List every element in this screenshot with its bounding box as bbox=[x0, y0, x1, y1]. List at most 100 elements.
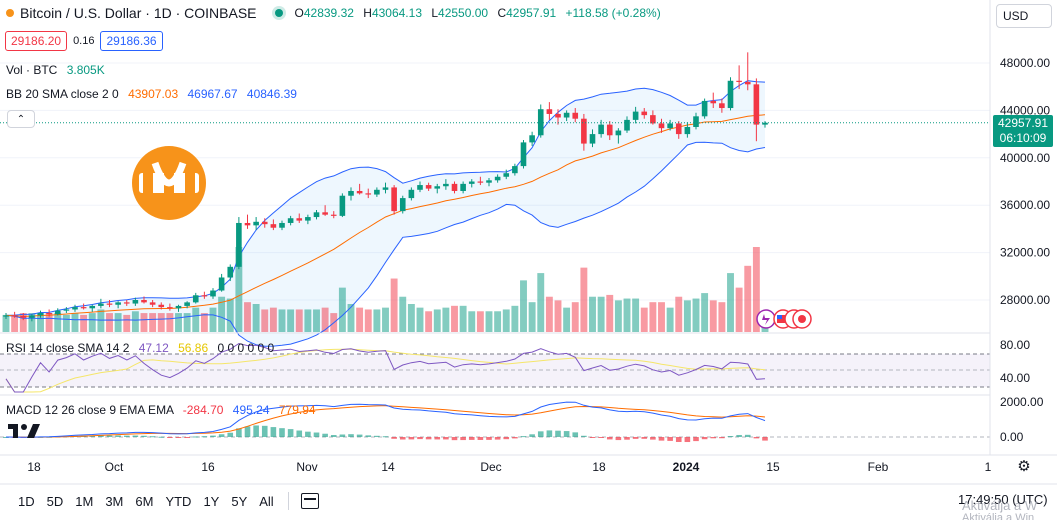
candle[interactable] bbox=[675, 121, 682, 139]
collapse-legend-button[interactable]: ⌃ bbox=[7, 110, 35, 128]
rsi-legend[interactable]: RSI 14 close SMA 14 2 47.12 56.86 0 0 0 … bbox=[6, 341, 274, 355]
symbol-header[interactable]: Bitcoin / U.S. Dollar · 1D · COINBASE O4… bbox=[6, 5, 667, 21]
candle[interactable] bbox=[270, 219, 277, 231]
candle[interactable] bbox=[736, 65, 742, 90]
candle[interactable] bbox=[158, 302, 165, 310]
candle[interactable] bbox=[451, 181, 458, 194]
utc-clock[interactable]: 17:49:50 (UTC) bbox=[958, 492, 1048, 507]
candle[interactable] bbox=[132, 297, 139, 306]
candle[interactable] bbox=[572, 108, 579, 123]
candle[interactable] bbox=[615, 128, 622, 144]
candle[interactable] bbox=[546, 102, 553, 120]
sell-price-button[interactable]: 29186.20 bbox=[5, 31, 68, 51]
candle[interactable] bbox=[115, 301, 121, 309]
candle[interactable] bbox=[443, 179, 449, 190]
candle[interactable] bbox=[460, 181, 466, 194]
candle[interactable] bbox=[54, 308, 61, 316]
candle[interactable] bbox=[149, 300, 156, 308]
candle[interactable] bbox=[72, 304, 78, 312]
candle[interactable] bbox=[667, 119, 673, 131]
candle[interactable] bbox=[555, 109, 561, 125]
timeframe-ytd[interactable]: YTD bbox=[165, 493, 192, 509]
timeframe-5d[interactable]: 5D bbox=[46, 493, 64, 509]
bollinger-legend[interactable]: BB 20 SMA close 2 0 43907.03 46967.67 40… bbox=[6, 87, 297, 101]
candle[interactable] bbox=[98, 298, 104, 309]
candle[interactable] bbox=[753, 78, 760, 142]
candle[interactable] bbox=[425, 182, 432, 191]
candle[interactable] bbox=[641, 108, 648, 119]
candle[interactable] bbox=[374, 187, 380, 197]
candle[interactable] bbox=[20, 313, 27, 321]
candle[interactable] bbox=[719, 98, 725, 113]
candle[interactable] bbox=[37, 310, 44, 318]
candle[interactable] bbox=[261, 218, 268, 228]
candle[interactable] bbox=[46, 309, 52, 317]
timeframe-1m[interactable]: 1M bbox=[75, 493, 94, 509]
candle[interactable] bbox=[408, 187, 415, 201]
symbol-title[interactable]: Bitcoin / U.S. Dollar · 1D · COINBASE bbox=[20, 5, 257, 21]
buy-price-button[interactable]: 29186.36 bbox=[100, 31, 163, 51]
candle[interactable] bbox=[192, 292, 199, 304]
candle[interactable] bbox=[29, 314, 35, 322]
candle[interactable] bbox=[339, 193, 346, 218]
candle[interactable] bbox=[296, 213, 303, 223]
event-icons[interactable] bbox=[756, 309, 812, 329]
candle[interactable] bbox=[279, 220, 285, 231]
timeframe-6m[interactable]: 6M bbox=[135, 493, 154, 509]
candle[interactable] bbox=[382, 182, 389, 194]
market-status-icon[interactable] bbox=[274, 9, 283, 17]
candle[interactable] bbox=[512, 163, 518, 176]
candle[interactable] bbox=[399, 195, 406, 214]
timeframe-3m[interactable]: 3M bbox=[105, 493, 124, 509]
candle[interactable] bbox=[632, 106, 639, 124]
candle[interactable] bbox=[244, 214, 251, 229]
candle[interactable] bbox=[581, 113, 587, 151]
currency-select[interactable]: USD bbox=[996, 4, 1052, 28]
candle[interactable] bbox=[701, 98, 708, 119]
candle[interactable] bbox=[63, 307, 70, 314]
price-axis[interactable]: 48000.00 44000.00 40000.00 36000.00 32000.00… bbox=[1000, 56, 1050, 307]
candle[interactable] bbox=[520, 140, 527, 169]
candle[interactable] bbox=[477, 176, 484, 186]
volume-legend[interactable]: Vol · BTC 3.805K bbox=[6, 63, 105, 77]
gear-icon[interactable]: ⚙ bbox=[1017, 458, 1031, 475]
chart-canvas[interactable]: 48000.00 44000.00 40000.00 36000.00 32000.00… bbox=[0, 0, 1057, 486]
candle[interactable] bbox=[650, 110, 656, 125]
candle[interactable] bbox=[744, 52, 751, 91]
candle[interactable] bbox=[365, 188, 372, 199]
candle[interactable] bbox=[693, 112, 699, 130]
candle[interactable] bbox=[529, 131, 535, 146]
candle[interactable] bbox=[762, 121, 768, 128]
candle[interactable] bbox=[606, 121, 613, 141]
candle[interactable] bbox=[727, 77, 734, 111]
candle[interactable] bbox=[468, 179, 475, 188]
candle[interactable] bbox=[503, 169, 510, 180]
candle[interactable] bbox=[106, 300, 113, 308]
candle[interactable] bbox=[598, 119, 604, 138]
candle[interactable] bbox=[434, 183, 441, 194]
candle[interactable] bbox=[391, 185, 397, 215]
candle[interactable] bbox=[417, 181, 423, 193]
candle[interactable] bbox=[167, 303, 173, 311]
candle[interactable] bbox=[3, 313, 9, 319]
candle[interactable] bbox=[184, 301, 190, 309]
calendar-icon[interactable] bbox=[300, 493, 319, 509]
candle[interactable] bbox=[305, 214, 311, 225]
candle[interactable] bbox=[563, 110, 570, 122]
tradingview-logo[interactable] bbox=[8, 424, 40, 438]
candle[interactable] bbox=[710, 92, 717, 109]
candle[interactable] bbox=[313, 209, 320, 220]
candle[interactable] bbox=[658, 118, 665, 133]
timeframe-5y[interactable]: 5Y bbox=[231, 493, 248, 509]
candle[interactable] bbox=[123, 300, 130, 306]
candle[interactable] bbox=[253, 217, 259, 231]
candle[interactable] bbox=[218, 273, 225, 292]
candle[interactable] bbox=[624, 116, 630, 133]
candle[interactable] bbox=[89, 304, 96, 312]
candle[interactable] bbox=[356, 183, 363, 195]
candle[interactable] bbox=[236, 217, 242, 270]
time-axis[interactable]: 18 Oct 16 Nov 14 Dec 18 2024 15 Feb 1 bbox=[27, 460, 991, 474]
timeframe-all[interactable]: All bbox=[259, 493, 274, 509]
candle[interactable] bbox=[141, 296, 147, 304]
candle[interactable] bbox=[80, 303, 87, 310]
